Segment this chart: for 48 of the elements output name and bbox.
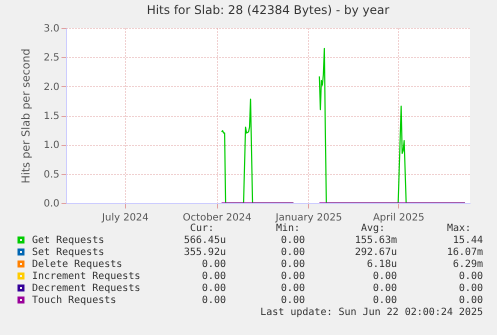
text: 0.00: [280, 283, 305, 294]
text: 0.00: [372, 295, 397, 306]
y-tick-label: 0.0: [44, 198, 60, 210]
y-tick-label: 2.5: [44, 52, 60, 64]
text: 566.45u: [184, 235, 226, 246]
text: 0.00: [458, 271, 483, 282]
y-tick-label: 0.5: [44, 169, 60, 180]
y-tick-label: 1.5: [44, 111, 60, 122]
x-tick-label: January 2025: [274, 212, 342, 224]
text: 0.00: [372, 271, 397, 282]
text: 0.00: [280, 259, 305, 270]
text: 0.00: [202, 259, 226, 270]
legend-label: Get Requests: [32, 235, 104, 246]
text: 0.00: [202, 295, 226, 306]
y-tick-label: 3.0: [44, 24, 60, 34]
y-axis-title: Hits per Slab per second: [20, 48, 33, 184]
y-tick-label: 1.0: [44, 140, 60, 152]
text: 0.00: [280, 247, 305, 258]
x-tick-label: April 2025: [372, 212, 424, 224]
text: 0.00: [458, 283, 483, 294]
text: 6.18u: [366, 259, 397, 270]
text: Last update: Sun Jun 22 02:00:24 2025: [260, 307, 483, 318]
chart-title: Hits for Slab: 28 (42384 Bytes) - by year: [146, 3, 390, 17]
text: 355.92u: [184, 247, 226, 258]
text: Min:: [276, 223, 300, 234]
text: 292.67u: [354, 247, 397, 258]
text: 0.00: [458, 295, 483, 306]
text: Max:: [447, 223, 472, 234]
legend-label: Set Requests: [32, 247, 104, 258]
legend-label: Touch Requests: [32, 295, 116, 306]
legend-label: Increment Requests: [32, 271, 140, 282]
legend-label: Decrement Requests: [32, 283, 140, 294]
text: Cur:: [190, 223, 214, 234]
text: 6.29m: [452, 259, 483, 270]
text: 0.00: [372, 283, 397, 294]
legend-label: Delete Requests: [32, 259, 122, 270]
text: 0.00: [202, 271, 226, 282]
text: 0.00: [280, 271, 305, 282]
text: 0.00: [280, 295, 305, 306]
text: 155.63m: [354, 235, 397, 246]
text: 16.07m: [446, 247, 483, 258]
text: Avg:: [361, 223, 386, 234]
text: 0.00: [202, 283, 226, 294]
x-tick-label: October 2024: [182, 212, 252, 224]
y-tick-label: 2.0: [44, 82, 60, 93]
text: 0.00: [280, 235, 305, 246]
text: 15.44: [452, 235, 483, 246]
x-tick-label: July 2024: [101, 212, 149, 224]
